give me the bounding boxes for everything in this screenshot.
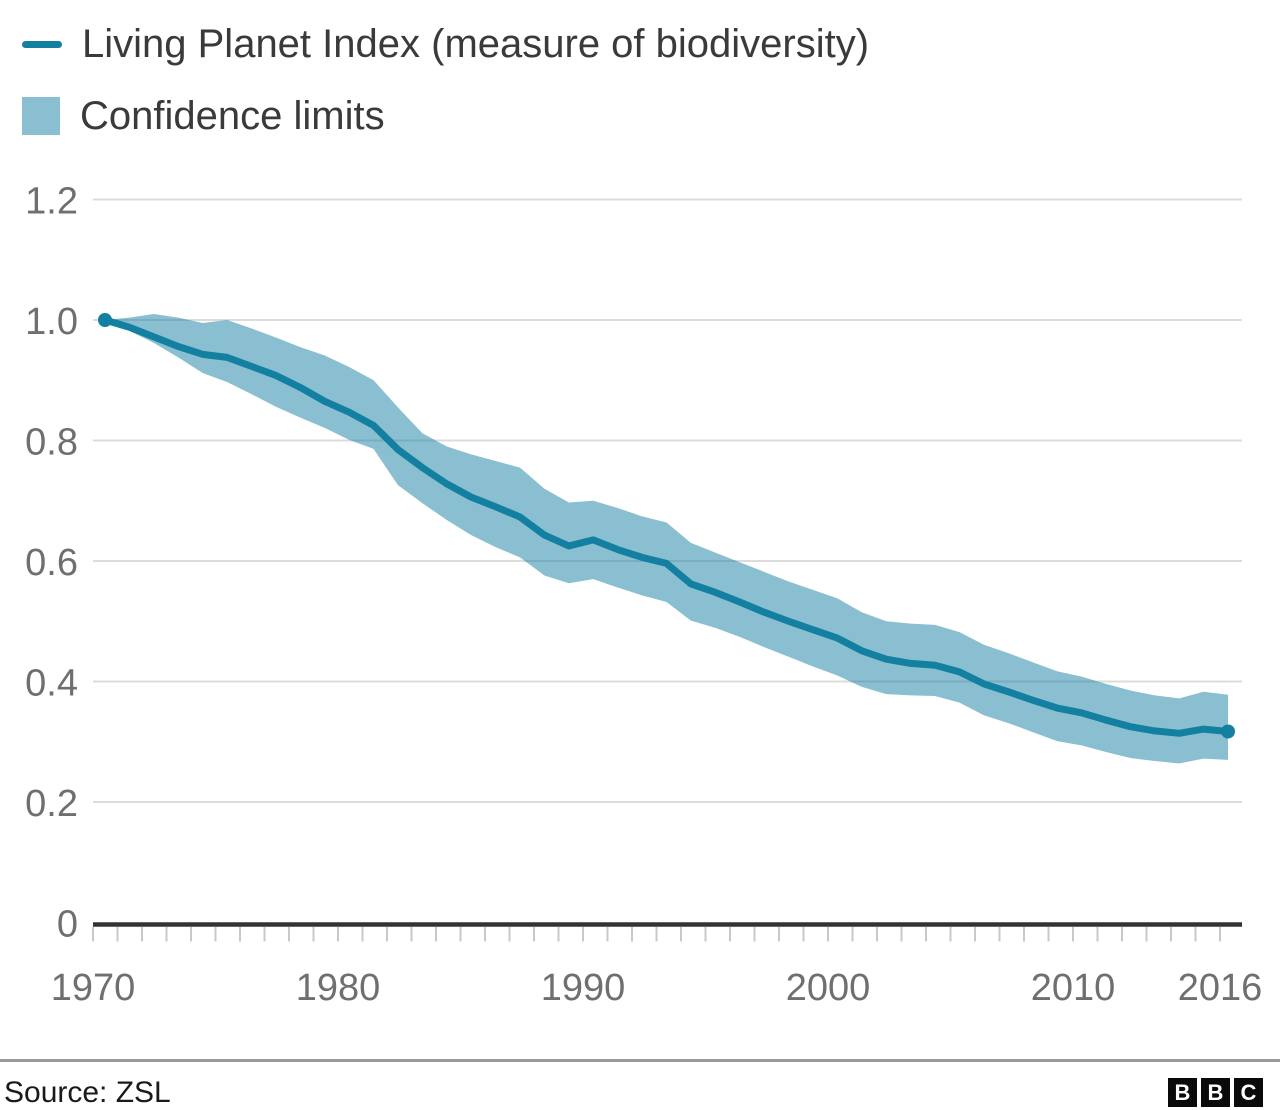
legend-item-confidence: Confidence limits — [22, 94, 869, 138]
lpi-line — [101, 316, 1232, 737]
x-tick-label-2010: 2010 — [1031, 967, 1116, 1009]
bbc-logo-block-b2: B — [1201, 1078, 1230, 1107]
line-start-dot — [98, 313, 112, 327]
y-tick-label-1.0: 1.0 — [25, 301, 78, 343]
y-tick-label-0.4: 0.4 — [25, 663, 78, 705]
legend: Living Planet Index (measure of biodiver… — [22, 22, 869, 138]
y-tick-label-0.8: 0.8 — [25, 422, 78, 464]
bbc-logo: B B C — [1168, 1078, 1263, 1107]
bbc-logo-block-b1: B — [1168, 1078, 1197, 1107]
y-tick-label-0: 0 — [57, 904, 78, 946]
x-tick-label-2000: 2000 — [786, 967, 871, 1009]
x-tick-label-1990: 1990 — [541, 967, 626, 1009]
confidence-swatch-icon — [22, 97, 60, 135]
source-label: Source: ZSL — [4, 1076, 171, 1109]
x-tick-label-2016: 2016 — [1178, 967, 1263, 1009]
lpi-legend-label: Living Planet Index (measure of biodiver… — [82, 22, 870, 66]
lpi-line-swatch-icon — [22, 40, 62, 48]
footer: Source: ZSL B B C — [0, 1059, 1280, 1109]
y-tick-label-1.2: 1.2 — [25, 181, 78, 223]
legend-item-lpi: Living Planet Index (measure of biodiver… — [22, 22, 869, 66]
bbc-logo-block-c: C — [1234, 1078, 1263, 1107]
y-tick-label-0.2: 0.2 — [25, 783, 78, 825]
x-tick-label-1980: 1980 — [296, 967, 381, 1009]
x-tick-label-1970: 1970 — [51, 967, 136, 1009]
confidence-band — [105, 313, 1228, 764]
confidence-legend-label: Confidence limits — [80, 94, 385, 138]
line-end-dot — [1220, 724, 1235, 739]
y-tick-label-0.6: 0.6 — [25, 542, 78, 584]
chart-canvas: 0 0.2 0.4 0.6 0.8 1.0 1.2 1970 1980 1990 2000 2010 2… — [25, 181, 1263, 1010]
